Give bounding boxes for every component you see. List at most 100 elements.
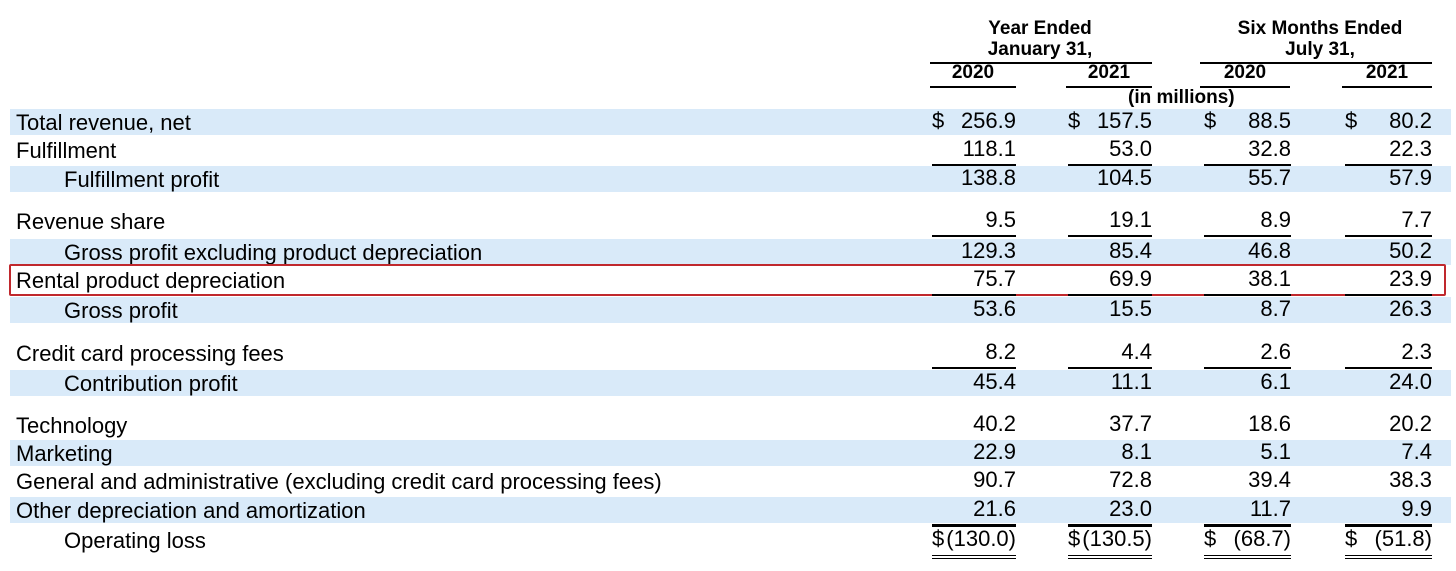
cell-value: 23.9: [1389, 266, 1432, 291]
subtotal-rule: [932, 367, 1016, 369]
header-year-ended-line1: Year Ended: [988, 18, 1092, 39]
row-label: Technology: [16, 413, 128, 438]
value-cell: 7.7: [1345, 206, 1432, 234]
table-row: Marketing: [10, 440, 1451, 466]
value-cell: 8.9: [1204, 206, 1291, 234]
cell-value: 6.1: [1260, 369, 1291, 394]
header-six-months-line1: Six Months Ended: [1237, 18, 1403, 39]
cell-value: 88.5: [1248, 108, 1291, 133]
col-year-rule-4: [1342, 86, 1432, 88]
grand-total-double-rule: [1204, 555, 1291, 559]
header-group2-rule: [1200, 62, 1432, 64]
col-year-rule-2: [1066, 86, 1152, 88]
value-cell: 9.5: [932, 206, 1016, 234]
cell-value: 7.7: [1401, 207, 1432, 232]
cell-value: 2.6: [1260, 339, 1291, 364]
value-cell: 69.9: [1068, 265, 1152, 293]
value-cell: 5.1: [1204, 438, 1291, 466]
value-cell: 50.2: [1345, 237, 1432, 265]
value-cell: 8.2: [932, 338, 1016, 366]
cell-value: 23.0: [1109, 496, 1152, 521]
subtotal-rule: [1204, 164, 1291, 166]
value-cell: 22.3: [1345, 135, 1432, 163]
value-cell: $ (51.8): [1345, 525, 1432, 553]
cell-value: 11.1: [1110, 369, 1152, 394]
row-label: Gross profit excluding product depreciat…: [64, 240, 483, 265]
value-cell: 21.6: [932, 495, 1016, 523]
currency-symbol: $: [1204, 108, 1217, 133]
cell-value: 72.8: [1109, 467, 1152, 492]
cell-value: 8.2: [985, 339, 1016, 364]
cell-value: 18.6: [1248, 411, 1291, 436]
value-cell: $256.9: [932, 107, 1016, 135]
cell-value: 19.1: [1109, 207, 1152, 232]
cell-value: 40.2: [973, 411, 1016, 436]
row-label: Credit card processing fees: [16, 341, 284, 366]
row-label: General and administrative (excluding cr…: [16, 469, 662, 494]
subtotal-rule: [1345, 524, 1432, 526]
cell-value: 157.5: [1096, 108, 1152, 133]
value-cell: $ (130.0): [932, 525, 1016, 553]
currency-symbol: $: [1345, 108, 1358, 133]
cell-value: 53.0: [1109, 136, 1152, 161]
table-row: Gross profit excluding product depreciat…: [10, 239, 1451, 265]
value-cell: $88.5: [1204, 107, 1291, 135]
cell-value: 118.1: [962, 136, 1016, 161]
col-year-rule-3: [1200, 86, 1290, 88]
currency-symbol: $: [1068, 526, 1081, 551]
table-row: Fulfillment: [10, 137, 1451, 163]
row-label: Marketing: [16, 441, 113, 466]
value-cell: 6.1: [1204, 368, 1291, 396]
currency-symbol: $: [932, 108, 945, 133]
row-label: Fulfillment: [16, 138, 117, 163]
cell-value: 2.3: [1401, 339, 1432, 364]
cell-value: 69.9: [1109, 266, 1152, 291]
table-row: Revenue share: [10, 208, 1451, 234]
grand-total-double-rule: [1068, 555, 1152, 559]
row-label: Contribution profit: [64, 371, 238, 396]
value-cell: 138.8: [932, 164, 1016, 192]
subtotal-rule: [1345, 367, 1432, 369]
cell-value: 7.4: [1401, 439, 1432, 464]
row-label: Gross profit: [64, 298, 178, 323]
value-cell: 129.3: [932, 237, 1016, 265]
col-year-2020-annual: 2020: [951, 62, 995, 83]
value-cell: 15.5: [1068, 295, 1152, 323]
cell-value: 53.6: [973, 296, 1016, 321]
cell-value: 104.5: [1096, 165, 1152, 190]
total-rule: [932, 525, 1016, 527]
subtotal-rule: [1068, 367, 1152, 369]
row-label: Rental product depreciation: [16, 268, 286, 293]
value-cell: 11.7: [1204, 495, 1291, 523]
subtotal-rule: [1068, 294, 1152, 296]
cell-value: 45.4: [973, 369, 1016, 394]
row-label: Other depreciation and amortization: [16, 498, 366, 523]
cell-value: 80.2: [1389, 108, 1432, 133]
col-year-2021-six-months: 2021: [1365, 62, 1409, 83]
table-row: Contribution profit: [10, 370, 1451, 396]
row-label: Revenue share: [16, 209, 166, 234]
header-six-months-line2: July 31,: [1285, 39, 1355, 60]
currency-symbol: $: [1068, 108, 1081, 133]
cell-value: 21.6: [973, 496, 1016, 521]
subtotal-rule: [1068, 524, 1152, 526]
value-cell: $157.5: [1068, 107, 1152, 135]
highlight-box: [9, 264, 1446, 296]
cell-value: 38.3: [1389, 467, 1432, 492]
value-cell: 53.0: [1068, 135, 1152, 163]
value-cell: 11.1: [1068, 368, 1152, 396]
total-rule: [1204, 525, 1291, 527]
value-cell: 90.7: [932, 466, 1016, 494]
cell-value: 15.5: [1109, 296, 1152, 321]
grand-total-double-rule: [1345, 555, 1432, 559]
value-cell: 2.6: [1204, 338, 1291, 366]
header-year-ended: Year Ended January 31,: [940, 18, 1140, 60]
cell-value: 8.1: [1121, 439, 1152, 464]
cell-value: 46.8: [1248, 238, 1291, 263]
value-cell: 57.9: [1345, 164, 1432, 192]
header-group1-rule: [930, 62, 1152, 64]
cell-value: 20.2: [1389, 411, 1432, 436]
value-cell: 46.8: [1204, 237, 1291, 265]
row-label: Total revenue, net: [16, 110, 191, 135]
value-cell: 4.4: [1068, 338, 1152, 366]
